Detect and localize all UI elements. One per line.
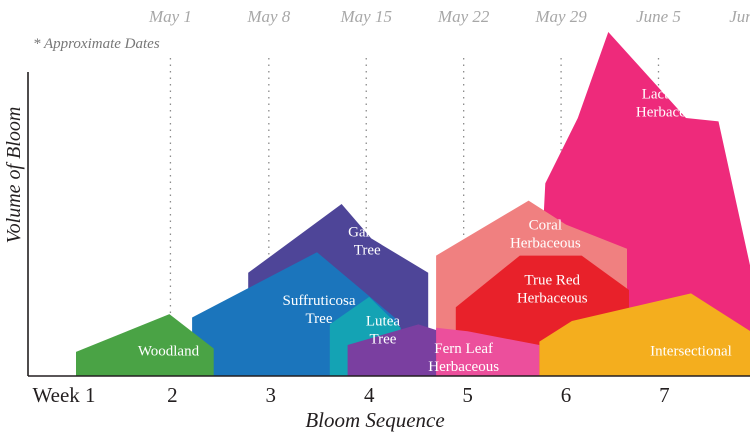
area-label-lutea-tree: Lutea <box>366 314 400 330</box>
area-label-coral-herbaceous: Coral <box>529 217 562 233</box>
area-label-gansu-tree: Gansu <box>348 224 387 240</box>
approximate-dates-note: * Approximate Dates <box>33 36 160 52</box>
area-label-intersectional: Intersectional <box>650 343 732 359</box>
area-label-true-red-herbaceous: True Red <box>524 272 580 288</box>
x-tick-label: 6 <box>561 383 572 407</box>
date-label: June 5 <box>636 7 681 26</box>
area-label-true-red-herbaceous: Herbaceous <box>517 290 588 306</box>
area-label-suffruticosa-tree: Suffruticosa <box>282 293 355 309</box>
date-label: June 12 <box>729 7 750 26</box>
x-tick-label: 5 <box>462 383 473 407</box>
x-tick-label: 3 <box>266 383 277 407</box>
area-label-gansu-tree: Tree <box>354 242 381 258</box>
area-label-woodland: Woodland <box>138 343 200 359</box>
area-label-fern-leaf-herbaceous: Fern Leaf <box>434 341 493 357</box>
date-label: May 29 <box>534 7 587 26</box>
area-label-lactiflora-herbaceous: Lactiflora <box>642 87 701 103</box>
area-woodland <box>76 314 214 376</box>
bloom-areas <box>76 32 750 376</box>
area-label-coral-herbaceous: Herbaceous <box>510 235 581 251</box>
date-labels: May 1 May 8 May 15 May 22 May 29 June 5 June 1… <box>148 7 750 26</box>
bloom-area-labels: Lactiflora Herbaceous Gansu Tree Coral Herbac… <box>138 87 732 376</box>
x-tick-label: 7 <box>659 383 670 407</box>
x-tick-label: 2 <box>167 383 178 407</box>
area-fern-leaf-herbaceous-pink <box>436 327 540 376</box>
x-tick-label: 4 <box>364 383 375 407</box>
date-label: May 22 <box>437 7 490 26</box>
area-label-fern-leaf-herbaceous: Herbaceous <box>428 359 499 375</box>
area-label-lutea-tree: Tree <box>369 332 396 348</box>
date-label: May 1 <box>148 7 192 26</box>
x-tick-labels: Week 12345678 <box>32 383 670 407</box>
y-axis-title: Volume of Bloom <box>3 107 25 244</box>
area-label-lactiflora-herbaceous: Herbaceous <box>636 105 707 121</box>
x-axis-title: Bloom Sequence <box>305 408 444 432</box>
area-label-suffruticosa-tree: Tree <box>306 311 333 327</box>
date-label: May 15 <box>340 7 392 26</box>
area-intersectional <box>539 293 750 376</box>
x-tick-label: Week 1 <box>32 383 95 407</box>
date-label: May 8 <box>246 7 290 26</box>
